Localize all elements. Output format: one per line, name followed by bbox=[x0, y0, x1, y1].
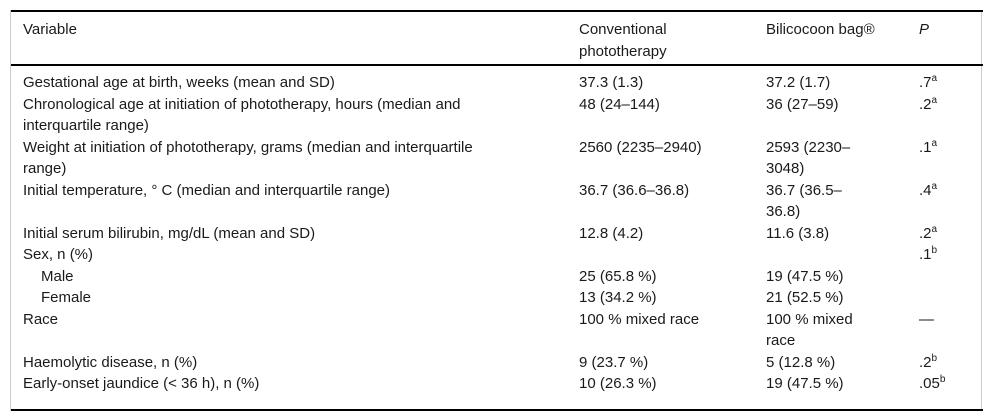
table-frame: Variable Conventional phototherapy Bilic… bbox=[10, 10, 983, 411]
cell-conventional: 13 (34.2 %) bbox=[579, 289, 657, 306]
table-row: Gestational age at birth, weeks (mean an… bbox=[11, 65, 983, 94]
p-footnote-marker: a bbox=[931, 223, 938, 235]
cell-variable: Chronological age at initiation of photo… bbox=[23, 95, 461, 135]
table-body: Gestational age at birth, weeks (mean an… bbox=[11, 65, 983, 411]
p-value: .2 bbox=[919, 95, 932, 113]
cell-bilicocoon: 19 (47.5 %) bbox=[766, 267, 844, 285]
cell-bilicocoon: 36 (27–59) bbox=[766, 95, 839, 113]
cell-variable: Race bbox=[23, 310, 59, 328]
cell-p: .2b bbox=[919, 352, 983, 374]
cell-conventional bbox=[579, 244, 766, 266]
table-row: Initial serum bilirubin, mg/dL (mean and… bbox=[11, 223, 983, 245]
cell-conventional: 12.8 (4.2) bbox=[579, 224, 644, 242]
cell-variable: Female bbox=[41, 289, 92, 306]
table-row: Sex, n (%) .1b bbox=[11, 244, 983, 266]
cell-bilicocoon: 21 (52.5 %) bbox=[766, 289, 844, 306]
cell-variable: Weight at initiation of phototherapy, gr… bbox=[23, 138, 473, 178]
header-row: Variable Conventional phototherapy Bilic… bbox=[11, 10, 983, 66]
cell-bilicocoon: 2593 (2230– 3048) bbox=[766, 138, 851, 178]
cell-variable: Gestational age at birth, weeks (mean an… bbox=[23, 74, 335, 91]
cell-p: .1b bbox=[919, 244, 983, 266]
cell-p bbox=[919, 287, 983, 309]
cell-bilicocoon: 37.2 (1.7) bbox=[766, 74, 831, 91]
cell-conventional: 25 (65.8 %) bbox=[579, 267, 657, 285]
p-footnote-marker: b bbox=[939, 374, 946, 385]
cell-bilicocoon: 36.7 (36.5– 36.8) bbox=[766, 181, 842, 221]
cell-p: .2a bbox=[919, 94, 983, 137]
p-footnote-marker: a bbox=[931, 94, 938, 106]
column-header-p-value: P bbox=[919, 10, 983, 66]
cell-bilicocoon: 19 (47.5 %) bbox=[766, 373, 919, 411]
p-footnote-marker: a bbox=[931, 73, 938, 84]
p-value: .4 bbox=[919, 181, 932, 199]
p-footnote-marker: a bbox=[931, 137, 938, 149]
cell-bilicocoon: 100 % mixed race bbox=[766, 310, 853, 350]
cell-bilicocoon: 11.6 (3.8) bbox=[766, 224, 830, 242]
cell-p: .7a bbox=[919, 65, 983, 94]
cell-p: — bbox=[919, 309, 983, 352]
p-footnote-marker: a bbox=[931, 180, 938, 192]
table-row: Race 100 % mixed race 100 % mixed race — bbox=[11, 309, 983, 352]
column-header-conventional-phototherapy: Conventional phototherapy bbox=[579, 10, 766, 66]
p-value: .1 bbox=[919, 246, 932, 263]
cell-variable: Early-onset jaundice (< 36 h), n (%) bbox=[11, 373, 579, 411]
p-value: .1 bbox=[919, 138, 932, 156]
p-value: .2 bbox=[919, 224, 932, 242]
cell-conventional: 9 (23.7 %) bbox=[579, 353, 649, 371]
cell-conventional: 100 % mixed race bbox=[579, 310, 700, 328]
cell-bilicocoon: 5 (12.8 %) bbox=[766, 353, 836, 371]
table-row: Female 13 (34.2 %) 21 (52.5 %) bbox=[11, 287, 983, 309]
table-row: Haemolytic disease, n (%) 9 (23.7 %) 5 (… bbox=[11, 352, 983, 374]
p-value: .7 bbox=[919, 74, 932, 91]
cell-bilicocoon bbox=[766, 244, 919, 266]
table-row: Male 25 (65.8 %) 19 (47.5 %) bbox=[11, 266, 983, 288]
characteristics-table: Variable Conventional phototherapy Bilic… bbox=[11, 10, 983, 411]
p-footnote-marker: b bbox=[931, 245, 938, 256]
column-header-bilicocoon-bag: Bilicocoon bag® bbox=[766, 10, 919, 66]
p-value: — bbox=[919, 310, 934, 328]
cell-variable: Initial serum bilirubin, mg/dL (mean and… bbox=[23, 224, 316, 242]
cell-p: .1a bbox=[919, 137, 983, 180]
p-footnote-marker: b bbox=[931, 352, 938, 364]
cell-p: .2a bbox=[919, 223, 983, 245]
cell-p bbox=[919, 266, 983, 288]
p-value: .05 bbox=[919, 375, 940, 392]
cell-variable: Haemolytic disease, n (%) bbox=[23, 353, 198, 371]
table-row: Chronological age at initiation of photo… bbox=[11, 94, 983, 137]
cell-variable: Sex, n (%) bbox=[23, 246, 94, 263]
cell-variable: Male bbox=[41, 267, 74, 285]
cell-conventional: 10 (26.3 %) bbox=[579, 373, 766, 411]
table-row: Weight at initiation of phototherapy, gr… bbox=[11, 137, 983, 180]
p-value: .2 bbox=[919, 353, 932, 371]
cell-p: .4a bbox=[919, 180, 983, 223]
cell-p: .05b bbox=[919, 373, 983, 411]
table-row: Initial temperature, ° C (median and int… bbox=[11, 180, 983, 223]
column-header-variable: Variable bbox=[11, 10, 579, 66]
cell-conventional: 37.3 (1.3) bbox=[579, 74, 644, 91]
table-header: Variable Conventional phototherapy Bilic… bbox=[11, 10, 983, 66]
cell-conventional: 36.7 (36.6–36.8) bbox=[579, 181, 690, 199]
cell-variable: Initial temperature, ° C (median and int… bbox=[23, 181, 391, 199]
table-row: Early-onset jaundice (< 36 h), n (%) 10 … bbox=[11, 373, 983, 411]
cell-conventional: 2560 (2235–2940) bbox=[579, 138, 702, 156]
cell-conventional: 48 (24–144) bbox=[579, 95, 660, 113]
